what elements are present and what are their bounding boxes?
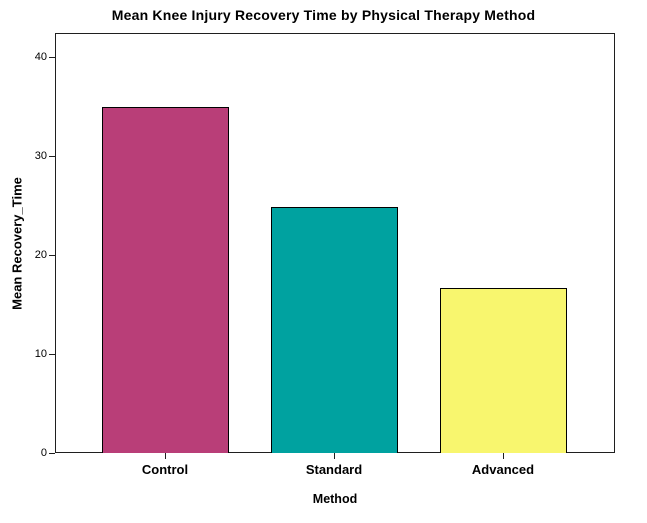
y-tick-mark [49, 156, 55, 157]
x-axis-title: Method [312, 492, 358, 506]
x-tick-label: Control [141, 462, 189, 477]
y-tick-label: 20 [34, 249, 47, 261]
bar-standard [270, 207, 398, 453]
y-tick-label: 10 [34, 348, 47, 360]
y-tick-label: 30 [34, 150, 47, 162]
x-tick-mark [334, 453, 335, 459]
bar-control [101, 107, 229, 453]
chart-title: Mean Knee Injury Recovery Time by Physic… [111, 7, 536, 23]
y-tick-label: 0 [40, 447, 47, 459]
x-tick-label: Advanced [471, 462, 535, 477]
y-tick-mark [49, 453, 55, 454]
y-tick-mark [49, 57, 55, 58]
y-axis-title: Mean Recovery_Time [9, 177, 25, 310]
x-tick-mark [503, 453, 504, 459]
bar-advanced [439, 287, 567, 453]
y-tick-mark [49, 255, 55, 256]
y-tick-label: 40 [34, 51, 47, 63]
x-tick-label: Standard [305, 462, 363, 477]
x-tick-mark [165, 453, 166, 459]
y-tick-mark [49, 354, 55, 355]
